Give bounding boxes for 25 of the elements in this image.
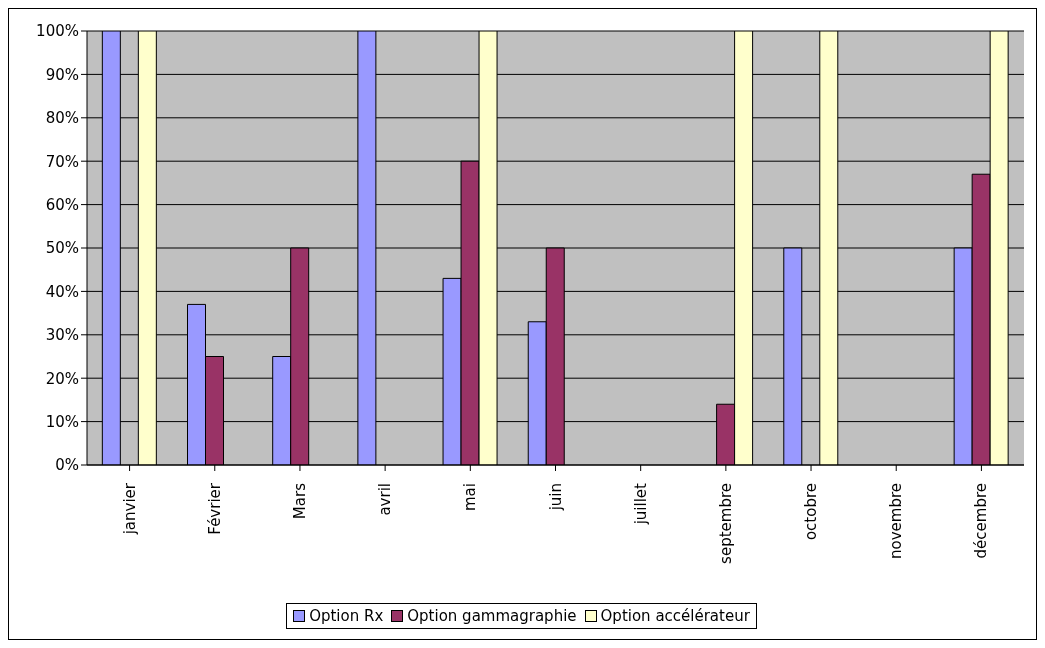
y-tick-label: 100% (36, 22, 79, 41)
x-tick-label: octobre (802, 483, 821, 541)
y-tick-label: 0% (55, 456, 79, 475)
y-tick-label: 80% (45, 109, 79, 128)
y-tick-label: 60% (45, 195, 79, 214)
x-tick-label: novembre (887, 483, 906, 559)
legend-label: Option Rx (308, 607, 384, 625)
x-tick-label: Mars (290, 482, 309, 520)
y-tick-label: 40% (45, 282, 79, 301)
legend-label: Option accélérateur (599, 607, 750, 625)
y-tick-label: 50% (45, 239, 79, 258)
x-tick-label: juin (546, 483, 565, 512)
x-tick-label: décembre (972, 483, 991, 559)
y-tick-label: 30% (45, 326, 79, 345)
x-tick-label: Février (205, 482, 224, 535)
legend-label: Option gammagraphie (406, 607, 577, 625)
x-tick-label: janvier (120, 482, 139, 536)
x-tick-label: septembre (716, 483, 735, 564)
x-tick-label: mai (461, 483, 480, 511)
y-tick-label: 20% (45, 369, 79, 388)
y-tick-label: 90% (45, 65, 79, 84)
x-tick-label: avril (376, 483, 395, 516)
y-tick-label: 70% (45, 152, 79, 171)
x-tick-label: juillet (631, 482, 650, 526)
y-tick-label: 10% (45, 412, 79, 431)
